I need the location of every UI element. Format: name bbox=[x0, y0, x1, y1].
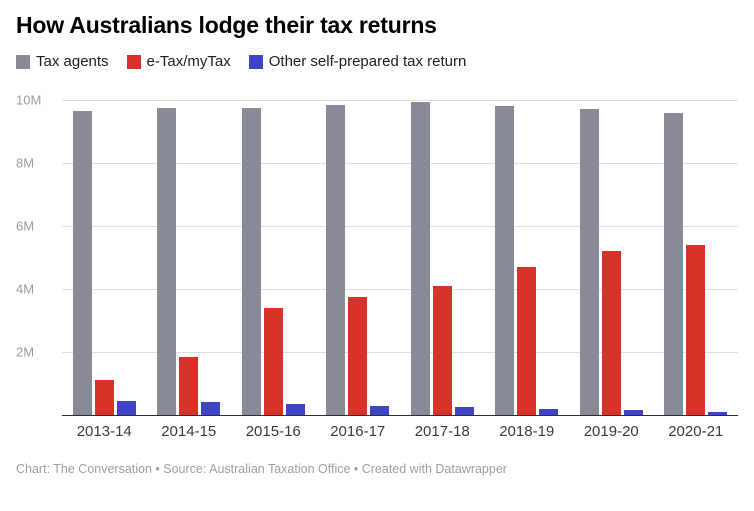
bar bbox=[326, 104, 346, 415]
legend-item: e-Tax/myTax bbox=[126, 53, 231, 70]
x-tick-label: 2014-15 bbox=[161, 423, 217, 440]
chart-area: 2M 4M 6M 8M 10M 2013-14 2014-15 2015-16 2016-17… bbox=[16, 94, 738, 440]
bar bbox=[686, 244, 706, 415]
bar bbox=[517, 266, 537, 415]
gridline bbox=[62, 352, 738, 353]
bar bbox=[664, 112, 684, 415]
legend-swatch bbox=[16, 54, 30, 69]
x-tick-label: 2020-21 bbox=[668, 423, 724, 440]
chart-card: How Australians lodge their tax returns … bbox=[16, 12, 738, 476]
bar bbox=[432, 285, 452, 415]
gridline bbox=[62, 163, 738, 164]
x-tick-label: 2017-18 bbox=[414, 423, 470, 440]
bar bbox=[72, 111, 92, 415]
bar bbox=[601, 251, 621, 415]
x-tick-label: 2016-17 bbox=[330, 423, 386, 440]
bar bbox=[94, 380, 114, 415]
bar bbox=[201, 402, 221, 415]
bar bbox=[241, 107, 261, 415]
plot-area: 2M 4M 6M 8M 10M bbox=[16, 94, 738, 416]
x-tick-label: 2019-20 bbox=[583, 423, 639, 440]
bar bbox=[116, 400, 136, 415]
bar-group bbox=[62, 100, 147, 415]
bar bbox=[579, 109, 599, 415]
bar bbox=[179, 356, 199, 415]
bar-group bbox=[569, 100, 654, 415]
attribution-text: Chart: The Conversation • Source: Austra… bbox=[16, 462, 507, 476]
gridline bbox=[62, 226, 738, 227]
x-axis-labels: 2013-14 2014-15 2015-16 2016-17 2017-18 2018-… bbox=[62, 423, 738, 440]
bar-group bbox=[147, 100, 232, 415]
bar bbox=[157, 107, 177, 415]
x-tick-label: 2015-16 bbox=[245, 423, 301, 440]
bar-groups bbox=[62, 100, 738, 415]
gridline bbox=[62, 100, 738, 101]
y-tick-label: 4M bbox=[16, 281, 35, 297]
bar bbox=[370, 405, 390, 415]
bar-group bbox=[400, 100, 485, 415]
bar-group bbox=[231, 100, 316, 415]
legend: Tax agents e-Tax/myTax Other self-prepared… bbox=[16, 53, 738, 70]
y-tick-label: 2M bbox=[16, 344, 35, 360]
x-tick-label: 2018-19 bbox=[499, 423, 555, 440]
bar-group bbox=[485, 100, 570, 415]
legend-label: Tax agents bbox=[36, 53, 109, 70]
bar-group bbox=[654, 100, 739, 415]
bar bbox=[410, 101, 430, 415]
bar bbox=[623, 410, 643, 415]
legend-swatch bbox=[248, 54, 263, 69]
y-tick-label: 10M bbox=[16, 92, 42, 108]
bar bbox=[539, 408, 559, 415]
bar bbox=[348, 296, 368, 415]
x-tick-label: 2013-14 bbox=[76, 423, 132, 440]
bar bbox=[263, 307, 283, 415]
legend-swatch bbox=[126, 54, 141, 69]
legend-item: Tax agents bbox=[16, 53, 109, 70]
y-tick-label: 6M bbox=[16, 218, 35, 234]
legend-item: Other self-prepared tax return bbox=[248, 53, 467, 70]
bar bbox=[285, 403, 305, 415]
legend-label: e-Tax/myTax bbox=[146, 53, 231, 70]
bar bbox=[708, 411, 728, 415]
y-tick-label: 8M bbox=[16, 155, 35, 171]
gridline bbox=[62, 289, 738, 290]
bar-group bbox=[316, 100, 401, 415]
legend-label: Other self-prepared tax return bbox=[268, 53, 467, 70]
bar bbox=[495, 106, 515, 415]
bar bbox=[454, 407, 474, 415]
chart-title: How Australians lodge their tax returns bbox=[16, 12, 437, 38]
